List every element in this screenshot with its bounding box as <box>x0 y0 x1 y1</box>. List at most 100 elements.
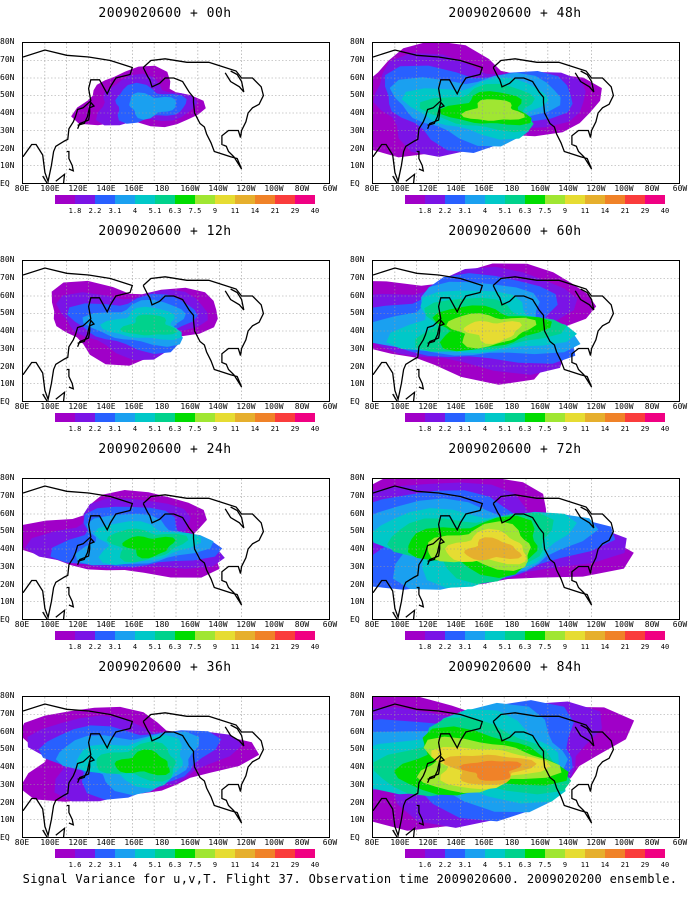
longitude-label: 120E <box>418 620 438 629</box>
colorbar-label: 1.8 <box>418 643 432 651</box>
colorbar-swatch <box>295 413 315 422</box>
longitude-label: 60W <box>322 620 338 629</box>
colorbar-swatch <box>195 631 215 640</box>
colorbar-label: 11 <box>580 207 590 215</box>
colorbar-swatch <box>605 849 625 858</box>
colorbar-swatch <box>545 413 565 422</box>
latitude-label: 60N <box>350 290 365 300</box>
longitude-label: 80E <box>14 402 30 411</box>
colorbar-swatch <box>135 195 155 204</box>
latitude-label: 30N <box>350 125 365 135</box>
colorbar-swatch <box>625 849 645 858</box>
colorbar-swatch <box>645 631 665 640</box>
longitude-label: 80W <box>644 838 660 847</box>
colorbar-label: 7.5 <box>538 861 552 869</box>
colorbar-label: 3.1 <box>458 643 472 651</box>
longitude-label: 180 <box>504 620 520 629</box>
colorbar-swatch <box>115 195 135 204</box>
colorbar-swatch <box>295 631 315 640</box>
colorbar-swatch <box>405 631 425 640</box>
colorbar-label: 11 <box>230 643 240 651</box>
colorbar-swatch <box>255 849 275 858</box>
colorbar-label: 40 <box>310 425 320 433</box>
latitude-label: 80N <box>350 255 365 264</box>
coastline <box>392 393 398 401</box>
latitude-label: 30N <box>0 779 15 789</box>
longitude-label: 180 <box>504 838 520 847</box>
colorbar-swatch <box>525 631 545 640</box>
colorbar-label: 3.1 <box>108 207 122 215</box>
longitude-label: 180 <box>154 838 170 847</box>
panel-title: 2009020600 + 60h <box>448 224 582 239</box>
colorbar-swatch <box>215 413 235 422</box>
colorbar-label: 9 <box>212 643 218 651</box>
variance-contour <box>114 749 170 776</box>
coastline <box>224 70 245 93</box>
latitude-label: 30N <box>0 343 15 353</box>
coastline <box>416 804 425 826</box>
latitude-label: 50N <box>350 744 365 754</box>
coastline <box>416 368 425 390</box>
colorbar-swatch <box>275 413 295 422</box>
longitude-label: 140W <box>558 620 578 629</box>
coastline <box>224 506 245 529</box>
longitude-label: 160E <box>474 620 494 629</box>
colorbar-label: 11 <box>580 643 590 651</box>
longitude-label: 100W <box>264 184 284 193</box>
longitude-label: 80W <box>294 620 310 629</box>
coastline <box>416 150 425 172</box>
latitude-label: 20N <box>350 797 365 807</box>
colorbar-label: 14 <box>250 425 260 433</box>
colorbar-label: 40 <box>660 425 670 433</box>
colorbar-label: 4 <box>132 861 138 869</box>
colorbar-label: 21 <box>620 861 630 869</box>
longitude-label: 120E <box>68 402 88 411</box>
colorbar-label: 2.2 <box>438 425 452 433</box>
colorbar-swatch <box>95 631 115 640</box>
coastline <box>392 175 398 183</box>
coastline <box>142 276 265 388</box>
coastline <box>574 506 595 529</box>
latitude-label: 50N <box>0 308 15 318</box>
panel-title: 2009020600 + 12h <box>98 224 232 239</box>
longitude-label: 120W <box>236 838 256 847</box>
colorbar-label: 14 <box>250 861 260 869</box>
latitude-label: 40N <box>350 108 365 117</box>
colorbar-label: 7.5 <box>538 643 552 651</box>
longitude-label: 160W <box>530 402 550 411</box>
longitude-label: 160W <box>180 838 200 847</box>
colorbar-swatch <box>235 195 255 204</box>
latitude-label: 70N <box>0 54 15 64</box>
panel-title: 2009020600 + 00h <box>98 6 232 21</box>
colorbar-label: 14 <box>600 207 610 215</box>
colorbar-swatch <box>525 195 545 204</box>
colorbar-swatch <box>255 413 275 422</box>
coastline <box>426 101 446 130</box>
colorbar-swatch <box>235 849 255 858</box>
longitude-label: 120E <box>68 838 88 847</box>
latitude-label: EQ <box>350 615 360 624</box>
colorbar-swatch <box>175 849 195 858</box>
coastline <box>23 267 134 401</box>
colorbar-label: 29 <box>640 643 650 651</box>
coastline <box>574 70 595 93</box>
longitude-label: 80E <box>14 838 30 847</box>
latitude-label: 30N <box>350 779 365 789</box>
latitude-label: 80N <box>0 473 15 482</box>
colorbar-label: 6.3 <box>168 425 182 433</box>
longitude-label: 100E <box>40 838 60 847</box>
colorbar-swatch <box>155 631 175 640</box>
longitude-label: 120W <box>586 184 606 193</box>
colorbar-swatch <box>545 195 565 204</box>
colorbar-label: 29 <box>640 207 650 215</box>
latitude-label: 70N <box>350 708 365 718</box>
latitude-label: 10N <box>350 597 365 607</box>
colorbar-label: 4 <box>132 643 138 651</box>
coastline <box>373 267 484 401</box>
latitude-label: 50N <box>0 90 15 100</box>
colorbar-swatch <box>605 195 625 204</box>
colorbar-label: 29 <box>290 643 300 651</box>
colorbar-swatch <box>55 195 75 204</box>
colorbar-label: 6.3 <box>518 643 532 651</box>
longitude-label: 140E <box>446 620 466 629</box>
